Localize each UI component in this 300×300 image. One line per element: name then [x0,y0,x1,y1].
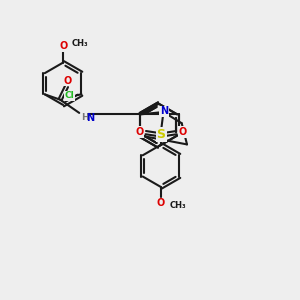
Text: O: O [59,41,67,51]
Text: CH₃: CH₃ [169,201,186,210]
Text: CH₃: CH₃ [71,39,88,48]
Text: O: O [64,76,72,85]
Text: O: O [157,198,165,208]
Text: O: O [179,127,187,137]
Text: O: O [135,127,143,137]
Text: N: N [87,113,95,124]
Text: N: N [160,106,168,116]
Text: H: H [81,113,88,122]
Text: Cl: Cl [65,91,75,100]
Text: S: S [157,128,166,142]
